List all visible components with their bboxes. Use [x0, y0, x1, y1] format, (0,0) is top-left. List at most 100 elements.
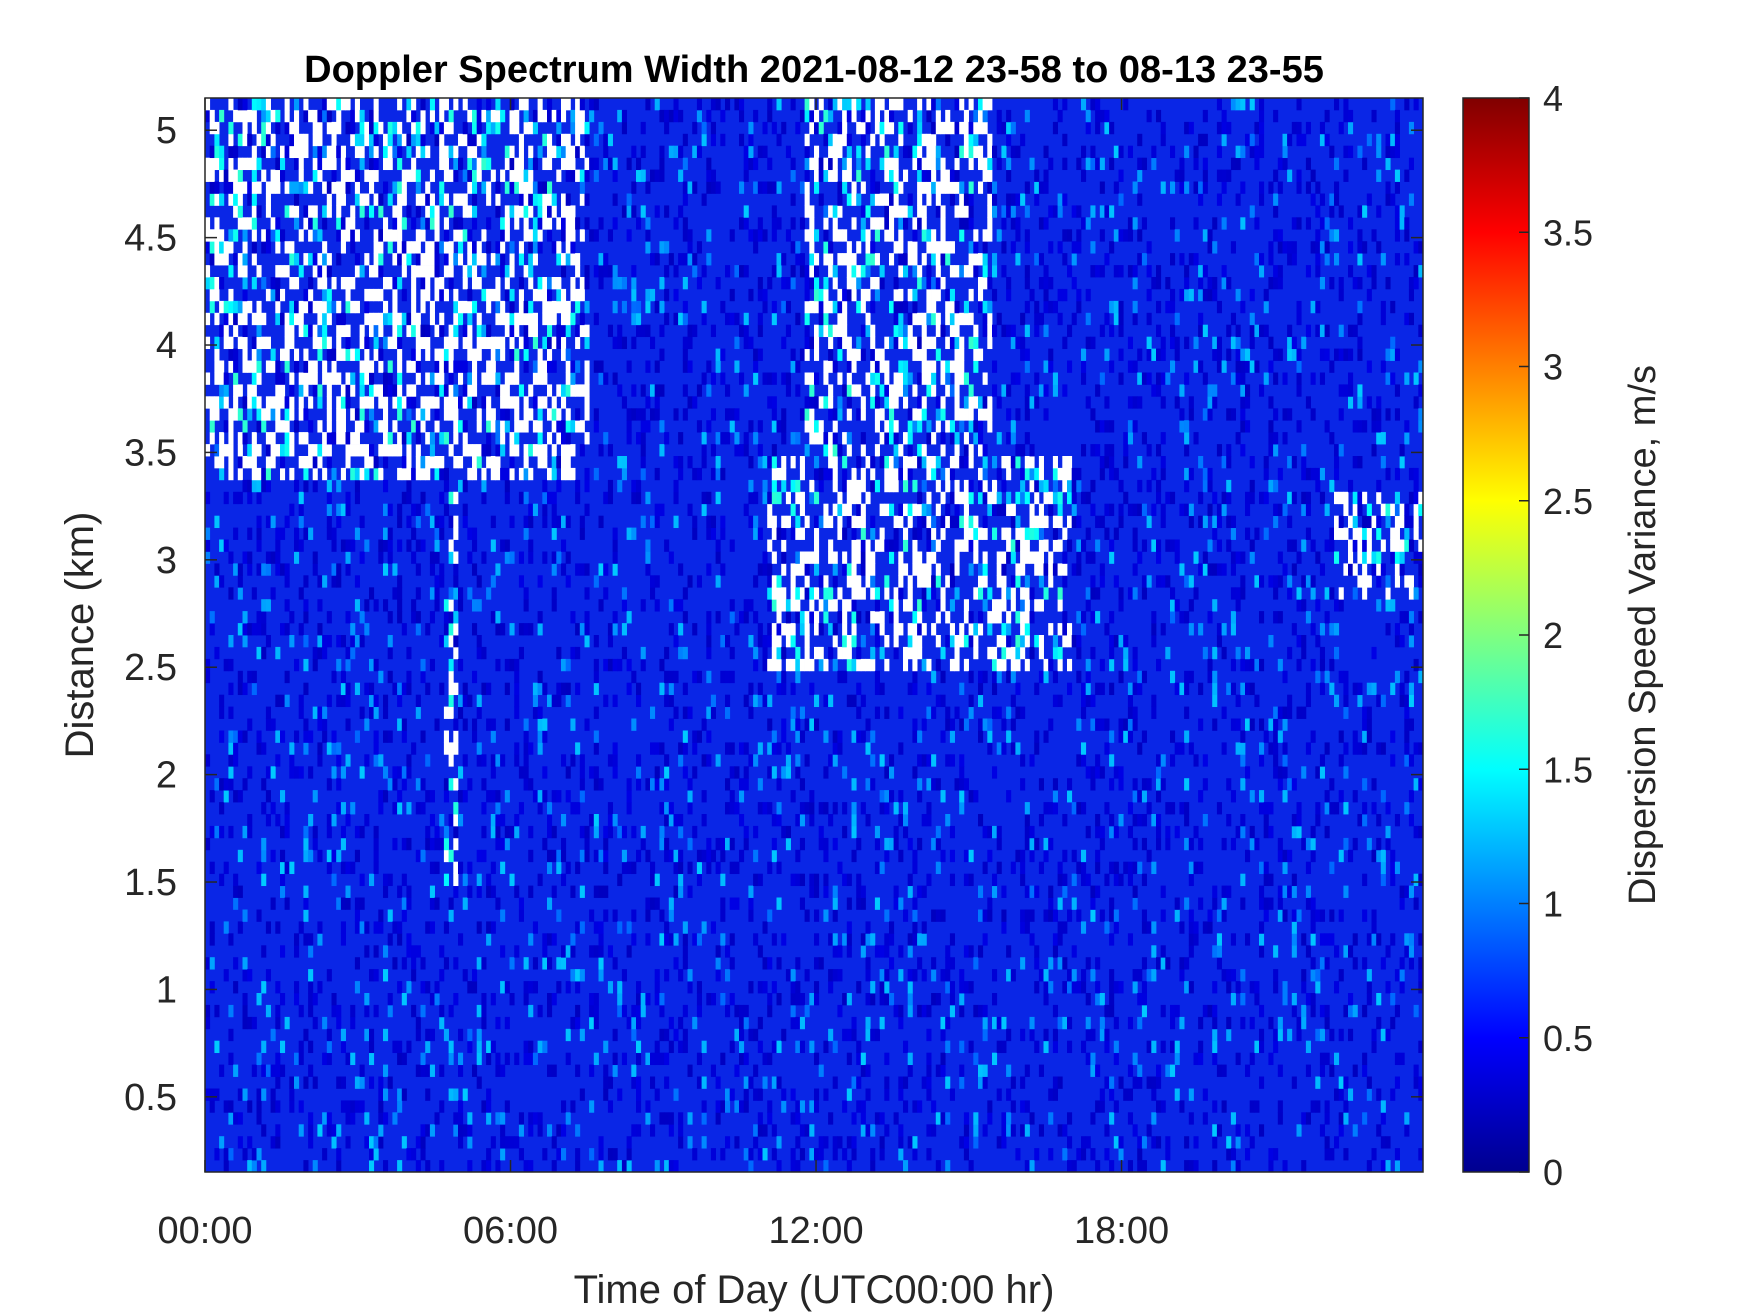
heatmap-cell [364, 253, 370, 266]
heatmap-cell [397, 360, 403, 373]
heatmap-cell [612, 611, 618, 624]
heatmap-cell [898, 1148, 904, 1161]
heatmap-cell [617, 109, 623, 123]
heatmap-cell [673, 861, 679, 875]
heatmap-cell [326, 1124, 332, 1137]
heatmap-cell [837, 730, 843, 743]
heatmap-cell [771, 527, 777, 540]
heatmap-cell [860, 1112, 866, 1125]
heatmap-cell [874, 408, 880, 421]
heatmap-cell [865, 921, 871, 934]
heatmap-cell [537, 420, 543, 433]
heatmap-cell [373, 658, 379, 672]
heatmap-cell [467, 157, 473, 171]
heatmap-cell [205, 277, 211, 290]
heatmap-cell [261, 981, 267, 994]
heatmap-cell [326, 265, 332, 278]
heatmap-cell [472, 599, 478, 612]
heatmap-cell [870, 217, 876, 230]
heatmap-cell [251, 253, 257, 266]
heatmap-cell [926, 658, 932, 672]
heatmap-cell [233, 384, 239, 397]
heatmap-cell [214, 253, 220, 266]
heatmap-cell [725, 1088, 731, 1101]
heatmap-cell [874, 861, 880, 875]
heatmap-cell [317, 133, 323, 147]
heatmap-cell [570, 718, 576, 731]
heatmap-cell [795, 1100, 801, 1113]
heatmap-cell [729, 790, 735, 803]
heatmap-cell [621, 849, 627, 863]
heatmap-cell [415, 623, 421, 636]
heatmap-cell [439, 288, 445, 302]
heatmap-cell [626, 432, 632, 445]
heatmap-cell [448, 611, 454, 624]
heatmap-cell [776, 599, 782, 612]
heatmap-cell [289, 467, 295, 481]
heatmap-cell [458, 193, 464, 206]
heatmap-cell [889, 432, 895, 445]
heatmap-cell [865, 718, 871, 731]
heatmap-cell [767, 599, 773, 612]
heatmap-cell [280, 372, 286, 385]
heatmap-cell [579, 121, 585, 135]
heatmap-cell [593, 265, 599, 278]
heatmap-cell [636, 778, 642, 791]
heatmap-cell [607, 229, 613, 242]
heatmap-cell [280, 563, 286, 576]
heatmap-cell [373, 1136, 379, 1149]
heatmap-cell [804, 420, 810, 433]
heatmap-cell [598, 372, 604, 385]
heatmap-cell [528, 981, 534, 994]
heatmap-cell [781, 1088, 787, 1101]
heatmap-cell [443, 265, 449, 278]
heatmap-cell [612, 694, 618, 708]
heatmap-cell [523, 300, 529, 314]
heatmap-cell [209, 300, 215, 314]
heatmap-cell [209, 933, 215, 946]
heatmap-cell [846, 336, 852, 350]
heatmap-cell [931, 993, 937, 1006]
heatmap-cell [799, 873, 805, 887]
heatmap-cell [364, 420, 370, 433]
heatmap-cell [893, 527, 899, 540]
heatmap-cell [205, 491, 211, 505]
heatmap-cell [771, 420, 777, 433]
heatmap-cell [359, 873, 365, 887]
heatmap-cell [617, 993, 623, 1006]
heatmap-cell [790, 873, 796, 887]
heatmap-cell [856, 456, 862, 469]
heatmap-cell [926, 288, 932, 302]
heatmap-cell [659, 742, 665, 755]
heatmap-cell [303, 1076, 309, 1089]
heatmap-cell [757, 873, 763, 887]
heatmap-cell [256, 861, 262, 875]
heatmap-cell [326, 121, 332, 135]
heatmap-cell [205, 837, 211, 851]
heatmap-cell [420, 300, 426, 314]
heatmap-cell [551, 563, 557, 576]
heatmap-cell [462, 360, 468, 373]
heatmap-cell [715, 360, 721, 373]
heatmap-cell [832, 420, 838, 433]
heatmap-cell [486, 157, 492, 171]
heatmap-cell [345, 1136, 351, 1149]
heatmap-cell [303, 288, 309, 302]
heatmap-cell [865, 241, 871, 254]
heatmap-cell [842, 467, 848, 481]
heatmap-cell [280, 694, 286, 708]
heatmap-cell [289, 300, 295, 314]
heatmap-cell [898, 969, 904, 982]
heatmap-cell [874, 229, 880, 242]
heatmap-cell [219, 324, 225, 338]
heatmap-cell [809, 790, 815, 803]
heatmap-cell [514, 1052, 520, 1066]
heatmap-cell [837, 253, 843, 266]
heatmap-cell [776, 611, 782, 624]
heatmap-cell [373, 265, 379, 278]
heatmap-cell [476, 277, 482, 290]
heatmap-cell [532, 420, 538, 433]
heatmap-cell [303, 897, 309, 910]
heatmap-cell [228, 587, 234, 600]
heatmap-cell [561, 145, 567, 159]
